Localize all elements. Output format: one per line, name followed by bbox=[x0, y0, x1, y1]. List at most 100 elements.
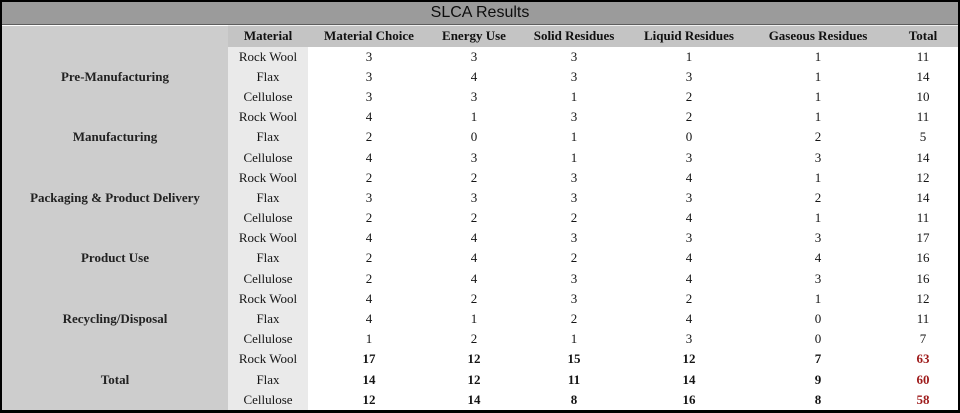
stage-cell: Recycling/Disposal bbox=[2, 288, 228, 350]
score-cell: 4 bbox=[814, 250, 822, 266]
score-cell: 2 bbox=[570, 210, 578, 226]
header-row: Material Material Choice Energy Use Solid R… bbox=[2, 25, 958, 47]
column-header-solid-residues: Solid Residues bbox=[518, 25, 630, 47]
score-cell: 2 bbox=[685, 290, 693, 306]
row-total-cell: 11 bbox=[916, 210, 930, 226]
score-cell: 8 bbox=[570, 391, 578, 407]
score-cell: 3 bbox=[470, 88, 478, 104]
row-total-cell: 16 bbox=[916, 250, 930, 266]
row-total-cell: 11 bbox=[916, 109, 930, 125]
material-cell: Cellulose bbox=[228, 86, 308, 108]
score-cell: 3 bbox=[470, 189, 478, 205]
stage-cell: Packaging & Product Delivery bbox=[2, 167, 228, 229]
score-cell: 8 bbox=[814, 391, 822, 407]
material-cell: Flax bbox=[228, 187, 308, 208]
score-cell: 4 bbox=[470, 250, 478, 266]
score-cell: 1 bbox=[814, 210, 822, 226]
score-cell: 1 bbox=[365, 331, 373, 347]
table-row: Total Rock Wool 17 12 15 12 7 63 bbox=[2, 349, 958, 410]
score-cell: 3 bbox=[685, 331, 693, 347]
row-total-cell: 16 bbox=[916, 270, 930, 286]
material-cell: Rock Wool bbox=[228, 167, 308, 188]
score-cell: 3 bbox=[685, 189, 693, 205]
table-row: Flax 3 3 3 3 2 14 bbox=[2, 187, 958, 208]
score-cell: 1 bbox=[814, 290, 822, 306]
row-total-cell: 11 bbox=[916, 48, 930, 64]
material-cell: Flax bbox=[228, 66, 308, 87]
score-cell: 4 bbox=[365, 109, 373, 125]
row-total-cell: 14 bbox=[916, 68, 930, 84]
score-cell: 0 bbox=[470, 129, 478, 145]
column-header-gaseous-residues: Gaseous Residues bbox=[748, 25, 888, 47]
score-cell: 4 bbox=[470, 230, 478, 246]
stage-cell: Pre-Manufacturing bbox=[2, 46, 228, 108]
table-row: Flax 14 12 11 14 9 60 bbox=[2, 369, 958, 390]
score-cell: 3 bbox=[685, 230, 693, 246]
score-cell: 12 bbox=[467, 351, 481, 367]
score-cell: 14 bbox=[362, 371, 376, 387]
score-cell: 1 bbox=[814, 169, 822, 185]
column-header-total: Total bbox=[888, 25, 958, 47]
material-cell: Cellulose bbox=[228, 329, 308, 350]
score-cell: 3 bbox=[570, 270, 578, 286]
score-cell: 3 bbox=[570, 189, 578, 205]
score-cell: 3 bbox=[365, 48, 373, 64]
score-cell: 4 bbox=[685, 169, 693, 185]
score-cell: 3 bbox=[570, 290, 578, 306]
score-cell: 3 bbox=[570, 230, 578, 246]
row-total-cell: 12 bbox=[916, 169, 930, 185]
table-title: SLCA Results bbox=[430, 4, 530, 21]
score-cell: 15 bbox=[567, 351, 581, 367]
score-cell: 3 bbox=[685, 149, 693, 165]
score-cell: 3 bbox=[814, 149, 822, 165]
row-total-cell: 12 bbox=[916, 290, 930, 306]
score-cell: 14 bbox=[467, 391, 481, 407]
stage-cell: Product Use bbox=[2, 228, 228, 289]
table-row: Flax 3 4 3 3 1 14 bbox=[2, 66, 958, 87]
table-row: Flax 2 4 2 4 4 16 bbox=[2, 248, 958, 269]
score-cell: 2 bbox=[470, 210, 478, 226]
column-header-material: Material bbox=[228, 25, 308, 47]
row-total-cell: 10 bbox=[916, 88, 930, 104]
score-cell: 1 bbox=[570, 88, 578, 104]
column-header-energy-use: Energy Use bbox=[430, 25, 518, 47]
score-cell: 3 bbox=[570, 169, 578, 185]
score-cell: 4 bbox=[685, 250, 693, 266]
score-cell: 3 bbox=[685, 68, 693, 84]
score-cell: 3 bbox=[470, 48, 478, 64]
material-cell: Rock Wool bbox=[228, 107, 308, 128]
column-header-material-choice: Material Choice bbox=[308, 25, 430, 47]
material-cell: Flax bbox=[228, 248, 308, 269]
material-cell: Cellulose bbox=[228, 147, 308, 168]
table-row: Cellulose 2 2 2 4 1 11 bbox=[2, 208, 958, 229]
score-cell: 2 bbox=[470, 331, 478, 347]
score-cell: 1 bbox=[570, 129, 578, 145]
score-cell: 0 bbox=[814, 311, 822, 327]
score-cell: 1 bbox=[685, 48, 693, 64]
score-cell: 1 bbox=[814, 48, 822, 64]
material-cell: Rock Wool bbox=[228, 349, 308, 370]
table-row: Packaging & Product Delivery Rock Wool 2 2 3… bbox=[2, 167, 958, 229]
row-total-cell: 17 bbox=[916, 230, 930, 246]
score-cell: 2 bbox=[685, 109, 693, 125]
score-cell: 1 bbox=[570, 149, 578, 165]
table-row: Pre-Manufacturing Rock Wool 3 3 3 1 1 11 bbox=[2, 46, 958, 108]
score-cell: 1 bbox=[570, 331, 578, 347]
score-cell: 2 bbox=[470, 169, 478, 185]
table-row: Flax 2 0 1 0 2 5 bbox=[2, 127, 958, 148]
score-cell: 3 bbox=[814, 270, 822, 286]
score-cell: 3 bbox=[570, 109, 578, 125]
score-cell: 3 bbox=[365, 189, 373, 205]
table-row: Manufacturing Rock Wool 4 1 3 2 1 11 bbox=[2, 107, 958, 168]
row-total-cell: 63 bbox=[916, 351, 930, 367]
table-row: Flax 4 1 2 4 0 11 bbox=[2, 308, 958, 330]
score-cell: 14 bbox=[682, 371, 696, 387]
score-cell: 4 bbox=[365, 230, 373, 246]
stage-cell: Manufacturing bbox=[2, 107, 228, 168]
corner-cell bbox=[2, 25, 228, 47]
score-cell: 3 bbox=[365, 88, 373, 104]
material-cell: Flax bbox=[228, 308, 308, 330]
table-row: Cellulose 1 2 1 3 0 7 bbox=[2, 329, 958, 350]
score-cell: 7 bbox=[814, 351, 822, 367]
score-cell: 0 bbox=[814, 331, 822, 347]
